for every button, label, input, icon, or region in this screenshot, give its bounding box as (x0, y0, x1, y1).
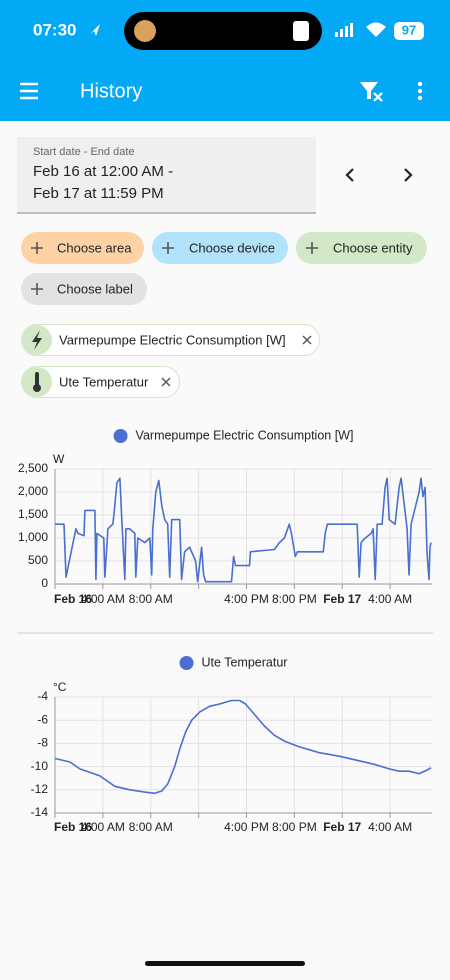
chip[interactable]: Choose entity (296, 232, 427, 264)
x-tick-label: 4:00 AM (368, 592, 412, 606)
clock: 07:30 (33, 20, 76, 39)
chip-label: Choose label (57, 281, 133, 296)
y-tick-label: -8 (37, 736, 48, 750)
x-tick-label: 4:00 AM (81, 592, 125, 606)
entity-label: Varmepumpe Electric Consumption [W] (59, 332, 286, 347)
x-tick-label: 8:00 PM (272, 592, 317, 606)
y-tick-label: 1,500 (18, 507, 48, 521)
data-line (55, 477, 432, 583)
x-tick-label: Feb 17 (323, 820, 361, 834)
legend-label: Ute Temperatur (202, 655, 288, 669)
date-label: Start date - End date (33, 146, 135, 158)
next-button[interactable] (404, 168, 413, 182)
chip-label: Choose area (57, 240, 132, 255)
y-tick-label: 0 (41, 576, 48, 590)
y-axis-label: °C (53, 680, 67, 694)
x-tick-label: Feb 16 (54, 592, 92, 606)
y-tick-label: -6 (37, 712, 48, 726)
y-axis-label: W (53, 452, 65, 466)
chip[interactable]: Choose area (21, 232, 144, 264)
page-title: History (80, 80, 142, 102)
dynamic-island (124, 12, 322, 50)
battery-level: 97 (402, 22, 416, 37)
speaker-icon (293, 21, 309, 41)
clear-filter-button[interactable] (360, 82, 383, 102)
entity-chip[interactable]: Varmepumpe Electric Consumption [W] (21, 324, 320, 356)
menu-button[interactable] (20, 82, 38, 100)
x-tick-label: 8:00 PM (272, 820, 317, 834)
chip[interactable]: Choose device (152, 232, 288, 264)
chip-label: Choose entity (333, 240, 413, 255)
date-picker[interactable]: Start date - End date Feb 16 at 12:00 AM… (17, 137, 316, 214)
x-tick-label: Feb 16 (54, 820, 92, 834)
x-tick-label: 8:00 AM (129, 820, 173, 834)
x-tick-label: 4:00 AM (368, 820, 412, 834)
wifi-icon (366, 22, 386, 37)
x-tick-label: 4:00 AM (81, 820, 125, 834)
entity-label: Ute Temperatur (59, 374, 149, 389)
date-start: Feb 16 at 12:00 AM - (33, 163, 173, 180)
data-line (54, 699, 432, 795)
x-tick-label: 4:00 PM (224, 592, 269, 606)
y-tick-label: 2,500 (18, 461, 48, 475)
y-tick-label: 500 (28, 553, 48, 567)
x-tick-label: 4:00 PM (224, 820, 269, 834)
battery (394, 22, 424, 40)
y-tick-label: -12 (31, 782, 49, 796)
legend-marker (179, 656, 194, 670)
x-tick-label: 8:00 AM (129, 592, 173, 606)
y-tick-label: -10 (31, 759, 49, 773)
y-tick-label: 1,000 (18, 530, 48, 544)
y-tick-label: -4 (37, 689, 48, 703)
date-end: Feb 17 at 11:59 PM (33, 185, 164, 202)
signal-icon (335, 23, 353, 37)
chip[interactable]: Choose label (21, 273, 147, 305)
legend-label: Varmepumpe Electric Consumption [W] (136, 428, 354, 442)
y-tick-label: -14 (31, 805, 49, 819)
chip-label: Choose device (189, 240, 275, 255)
location-icon (90, 24, 100, 36)
home-indicator (145, 961, 305, 966)
more-button[interactable] (417, 81, 423, 101)
prev-button[interactable] (345, 168, 354, 182)
app-icon (134, 20, 156, 42)
legend-marker (113, 429, 128, 443)
entity-chip[interactable]: Ute Temperatur (21, 366, 180, 398)
x-tick-label: Feb 17 (323, 592, 361, 606)
y-tick-label: 2,000 (18, 484, 48, 498)
